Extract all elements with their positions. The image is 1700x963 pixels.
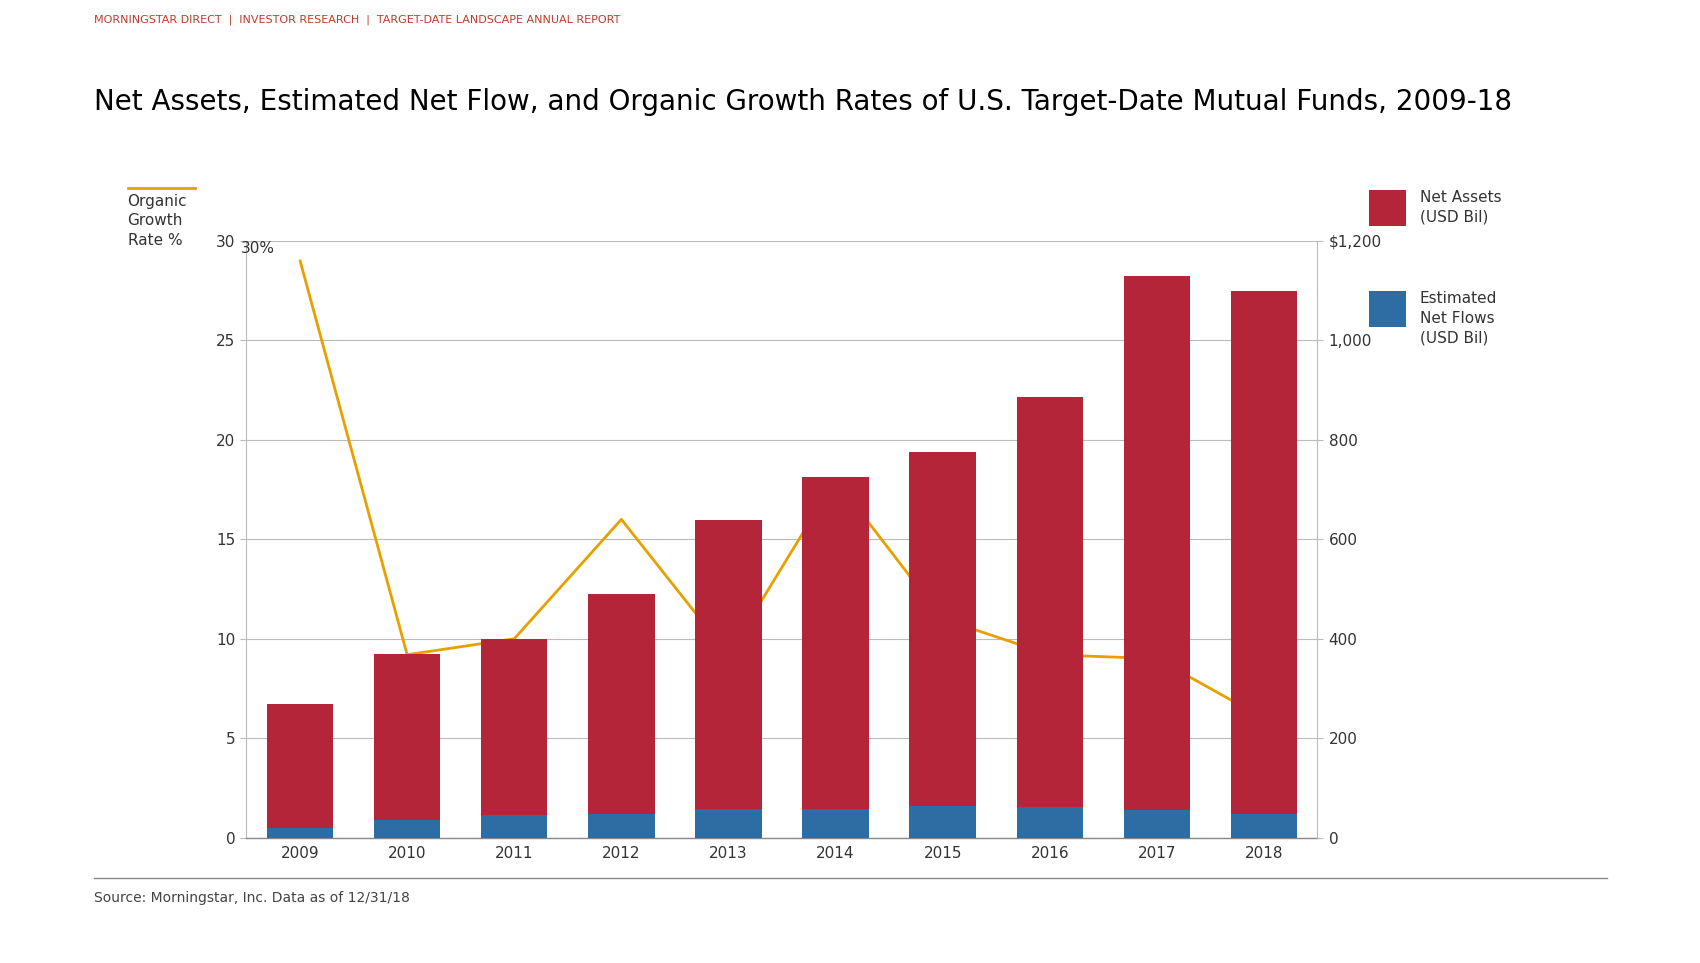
Bar: [588, 594, 654, 838]
Bar: [481, 638, 547, 838]
Bar: [374, 654, 440, 838]
Text: Estimated
Net Flows
(USD Bil): Estimated Net Flows (USD Bil): [1420, 291, 1498, 346]
Text: Net Assets, Estimated Net Flow, and Organic Growth Rates of U.S. Target-Date Mut: Net Assets, Estimated Net Flow, and Orga…: [94, 88, 1511, 116]
Bar: [1017, 398, 1083, 838]
Text: 30%: 30%: [240, 241, 274, 256]
Bar: [1231, 291, 1297, 838]
Text: Net Assets
(USD Bil): Net Assets (USD Bil): [1420, 190, 1501, 224]
Bar: [1124, 811, 1190, 838]
Bar: [1231, 814, 1297, 838]
Bar: [1124, 275, 1190, 838]
Text: Organic
Growth
Rate %: Organic Growth Rate %: [128, 194, 187, 248]
Bar: [1017, 807, 1083, 838]
Bar: [910, 453, 976, 838]
Bar: [267, 705, 333, 838]
Text: MORNINGSTAR DIRECT  |  INVESTOR RESEARCH  |  TARGET-DATE LANDSCAPE ANNUAL REPORT: MORNINGSTAR DIRECT | INVESTOR RESEARCH |…: [94, 14, 620, 25]
Bar: [695, 809, 762, 838]
Bar: [267, 828, 333, 838]
Bar: [802, 477, 869, 838]
Bar: [374, 820, 440, 838]
Bar: [802, 809, 869, 838]
Bar: [910, 806, 976, 838]
Bar: [481, 816, 547, 838]
Bar: [695, 520, 762, 838]
Text: Source: Morningstar, Inc. Data as of 12/31/18: Source: Morningstar, Inc. Data as of 12/…: [94, 891, 410, 905]
Bar: [588, 814, 654, 838]
